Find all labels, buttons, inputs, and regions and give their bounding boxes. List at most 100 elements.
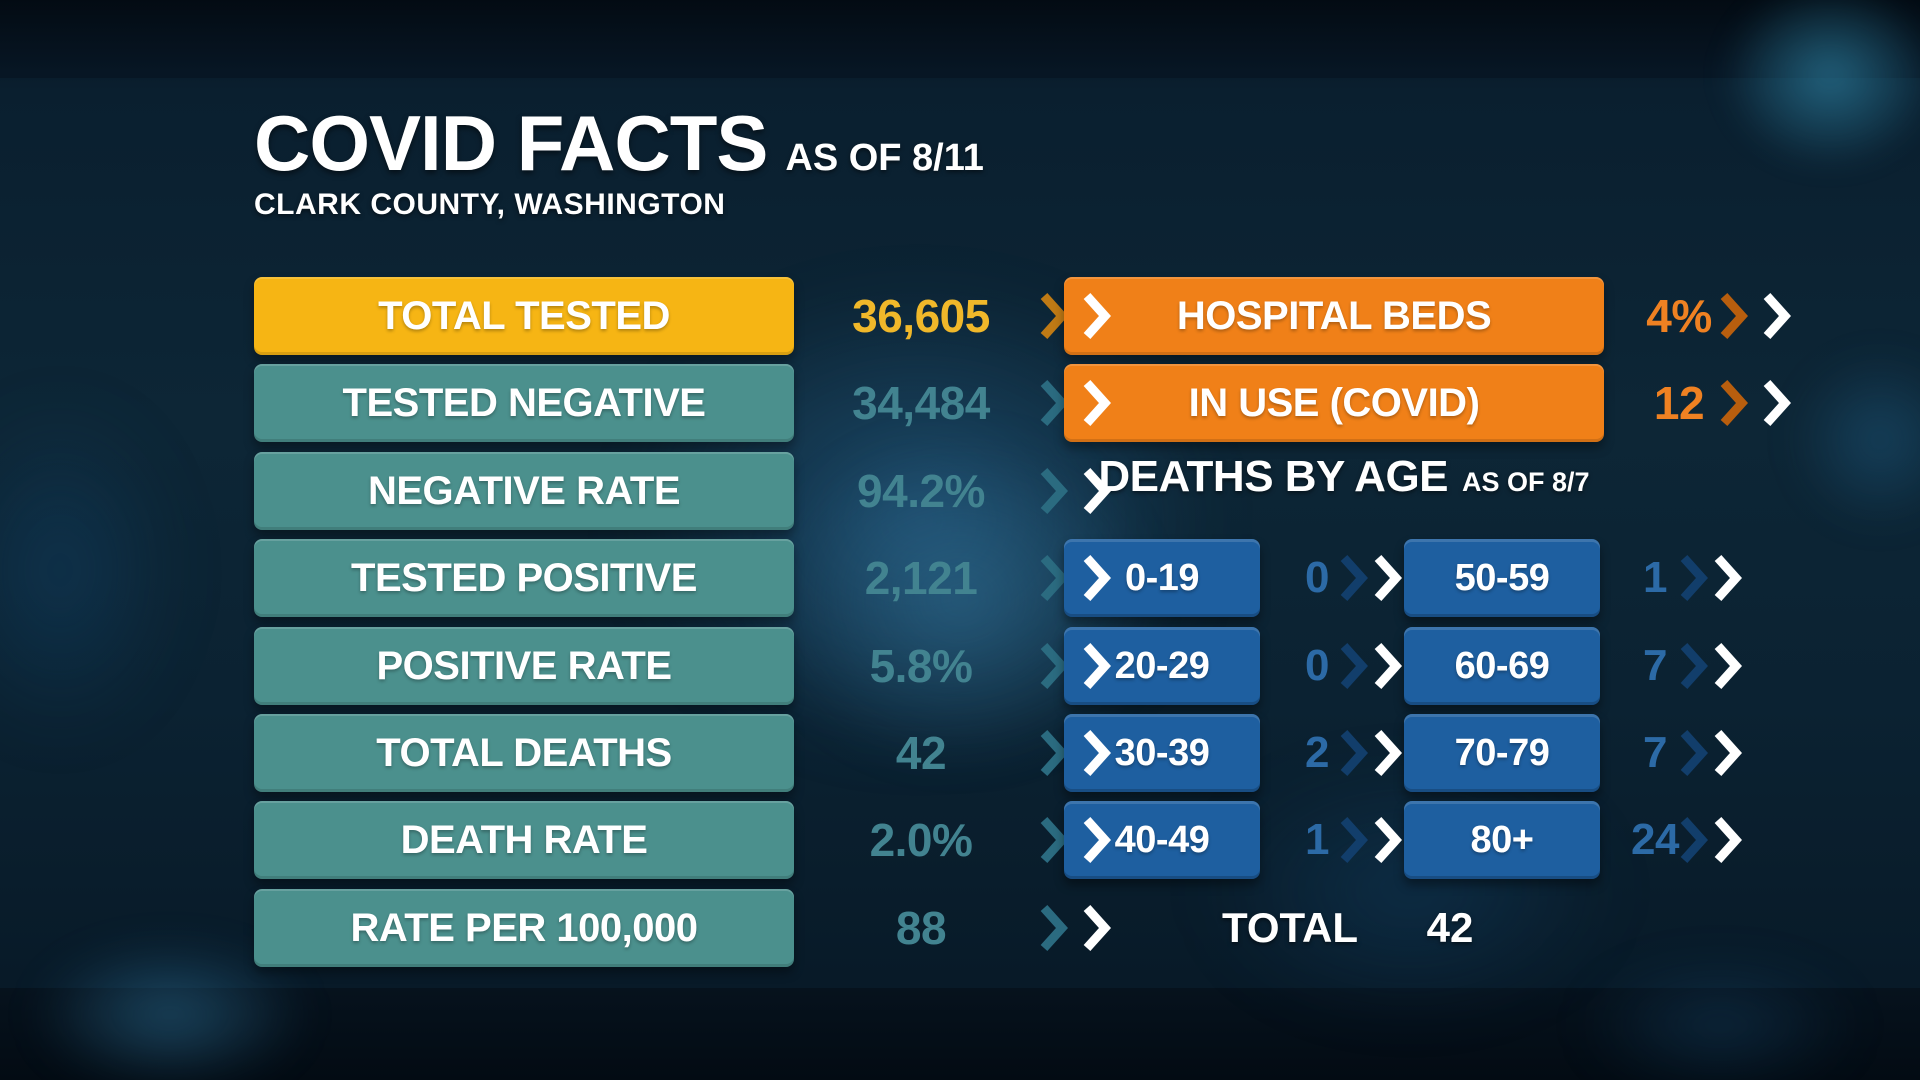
stat-value: 94.2% xyxy=(857,465,985,517)
chevron-right-icon xyxy=(1040,904,1068,952)
age-value: 0 xyxy=(1305,641,1329,690)
age-label: 50-59 xyxy=(1454,556,1550,599)
chevron-right-icon xyxy=(1374,642,1402,690)
stat-row-rate-per-100000: RATE PER 100,000 88 xyxy=(254,889,1111,967)
stat-row-hospital-beds: HOSPITAL BEDS 4% xyxy=(1064,277,1791,355)
chevron-right-icon xyxy=(1040,292,1068,340)
chevron-right-icon xyxy=(1340,642,1368,690)
top-letterbox-band xyxy=(0,0,1920,78)
stat-value: 4% xyxy=(1646,290,1712,342)
stat-row-total-tested: TOTAL TESTED 36,605 xyxy=(254,277,1111,355)
age-row-20-29: 20-29 0 xyxy=(1064,627,1402,705)
chevron-right-icon xyxy=(1763,379,1791,427)
stat-label: TESTED POSITIVE xyxy=(351,555,697,600)
chevron-right-icon xyxy=(1680,554,1708,602)
stat-row-total-deaths: TOTAL DEATHS 42 xyxy=(254,714,1111,792)
age-value: 1 xyxy=(1305,815,1329,864)
chevron-right-icon xyxy=(1374,816,1402,864)
stat-row-negative-rate: NEGATIVE RATE 94.2% xyxy=(254,452,1111,530)
stat-label: POSITIVE RATE xyxy=(376,643,672,688)
page-title: COVID FACTS xyxy=(254,99,768,187)
stat-row-tested-negative: TESTED NEGATIVE 34,484 xyxy=(254,364,1111,442)
age-value: 0 xyxy=(1305,553,1329,602)
chevron-right-icon xyxy=(1340,729,1368,777)
age-bar: 40-49 xyxy=(1064,801,1260,879)
stat-label: TOTAL TESTED xyxy=(378,293,670,338)
stat-value: 88 xyxy=(895,902,947,954)
stat-value: 2,121 xyxy=(864,552,978,604)
age-label: 0-19 xyxy=(1124,556,1200,599)
age-label: 40-49 xyxy=(1114,818,1210,861)
chevron-right-icon xyxy=(1763,292,1791,340)
age-value: 7 xyxy=(1643,641,1667,690)
stat-bar: DEATH RATE xyxy=(254,801,794,879)
stat-value: 12 xyxy=(1653,377,1705,429)
chevron-right-icon xyxy=(1083,467,1111,515)
chevron-right-icon xyxy=(1720,292,1748,340)
bottom-letterbox-band xyxy=(0,988,1920,1080)
age-row-70-79: 70-79 7 xyxy=(1404,714,1742,792)
age-bar: 70-79 xyxy=(1404,714,1600,792)
chevron-right-icon xyxy=(1714,816,1742,864)
title-as-of-date: AS OF 8/11 xyxy=(785,137,984,179)
age-bar: 50-59 xyxy=(1404,539,1600,617)
stat-row-tested-positive: TESTED POSITIVE 2,121 xyxy=(254,539,1111,617)
age-value: 1 xyxy=(1643,553,1667,602)
stat-value: 5.8% xyxy=(869,640,973,692)
deaths-by-age-as-of-date: AS OF 8/7 xyxy=(1462,467,1590,497)
chevron-right-icon xyxy=(1083,379,1111,427)
stat-bar: TESTED POSITIVE xyxy=(254,539,794,617)
chevron-right-icon xyxy=(1720,379,1748,427)
deaths-by-age-title: DEATHS BY AGE xyxy=(1098,452,1449,501)
age-bar: 80+ xyxy=(1404,801,1600,879)
age-label: 70-79 xyxy=(1454,731,1550,774)
stat-value: 36,605 xyxy=(852,290,990,342)
stat-bar: POSITIVE RATE xyxy=(254,627,794,705)
chevron-right-icon xyxy=(1680,642,1708,690)
chevron-right-icon xyxy=(1040,554,1068,602)
stat-row-death-rate: DEATH RATE 2.0% xyxy=(254,801,1111,879)
age-value: 24 xyxy=(1631,815,1679,864)
stat-bar: TESTED NEGATIVE xyxy=(254,364,794,442)
deaths-total-value: 42 xyxy=(1426,904,1474,951)
age-label: 30-39 xyxy=(1114,731,1210,774)
chevron-right-icon xyxy=(1714,729,1742,777)
stat-value: 2.0% xyxy=(869,814,973,866)
chevron-right-icon xyxy=(1040,816,1068,864)
chevron-right-icon xyxy=(1040,642,1068,690)
deaths-total-label: TOTAL xyxy=(1221,904,1359,951)
stat-bar: TOTAL DEATHS xyxy=(254,714,794,792)
stat-value: 34,484 xyxy=(852,377,990,429)
chevron-right-icon xyxy=(1083,642,1111,690)
age-bar: 20-29 xyxy=(1064,627,1260,705)
chevron-right-icon xyxy=(1040,467,1068,515)
chevron-right-icon xyxy=(1680,816,1708,864)
age-label: 60-69 xyxy=(1454,644,1550,687)
age-value: 2 xyxy=(1305,728,1329,777)
stat-label: TESTED NEGATIVE xyxy=(342,380,706,425)
chevron-right-icon xyxy=(1083,816,1111,864)
age-bar: 60-69 xyxy=(1404,627,1600,705)
age-row-30-39: 30-39 2 xyxy=(1064,714,1402,792)
chevron-right-icon xyxy=(1340,816,1368,864)
stat-bar: TOTAL TESTED xyxy=(254,277,794,355)
age-bar: 30-39 xyxy=(1064,714,1260,792)
deaths-total-row: TOTAL 42 xyxy=(1064,889,1624,967)
stat-label: DEATH RATE xyxy=(400,817,648,862)
stat-value: 42 xyxy=(895,727,947,779)
chevron-right-icon xyxy=(1714,642,1742,690)
page-subtitle: CLARK COUNTY, WASHINGTON xyxy=(254,188,726,221)
age-value: 7 xyxy=(1643,728,1667,777)
chevron-right-icon xyxy=(1083,904,1111,952)
chevron-right-icon xyxy=(1374,554,1402,602)
chevron-right-icon xyxy=(1083,292,1111,340)
stat-bar: NEGATIVE RATE xyxy=(254,452,794,530)
stat-bar: RATE PER 100,000 xyxy=(254,889,794,967)
chevron-right-icon xyxy=(1680,729,1708,777)
chevron-right-icon xyxy=(1340,554,1368,602)
stat-label: NEGATIVE RATE xyxy=(367,468,681,513)
stat-bar: IN USE (COVID) xyxy=(1064,364,1604,442)
age-label: 20-29 xyxy=(1114,644,1210,687)
stat-bar: HOSPITAL BEDS xyxy=(1064,277,1604,355)
